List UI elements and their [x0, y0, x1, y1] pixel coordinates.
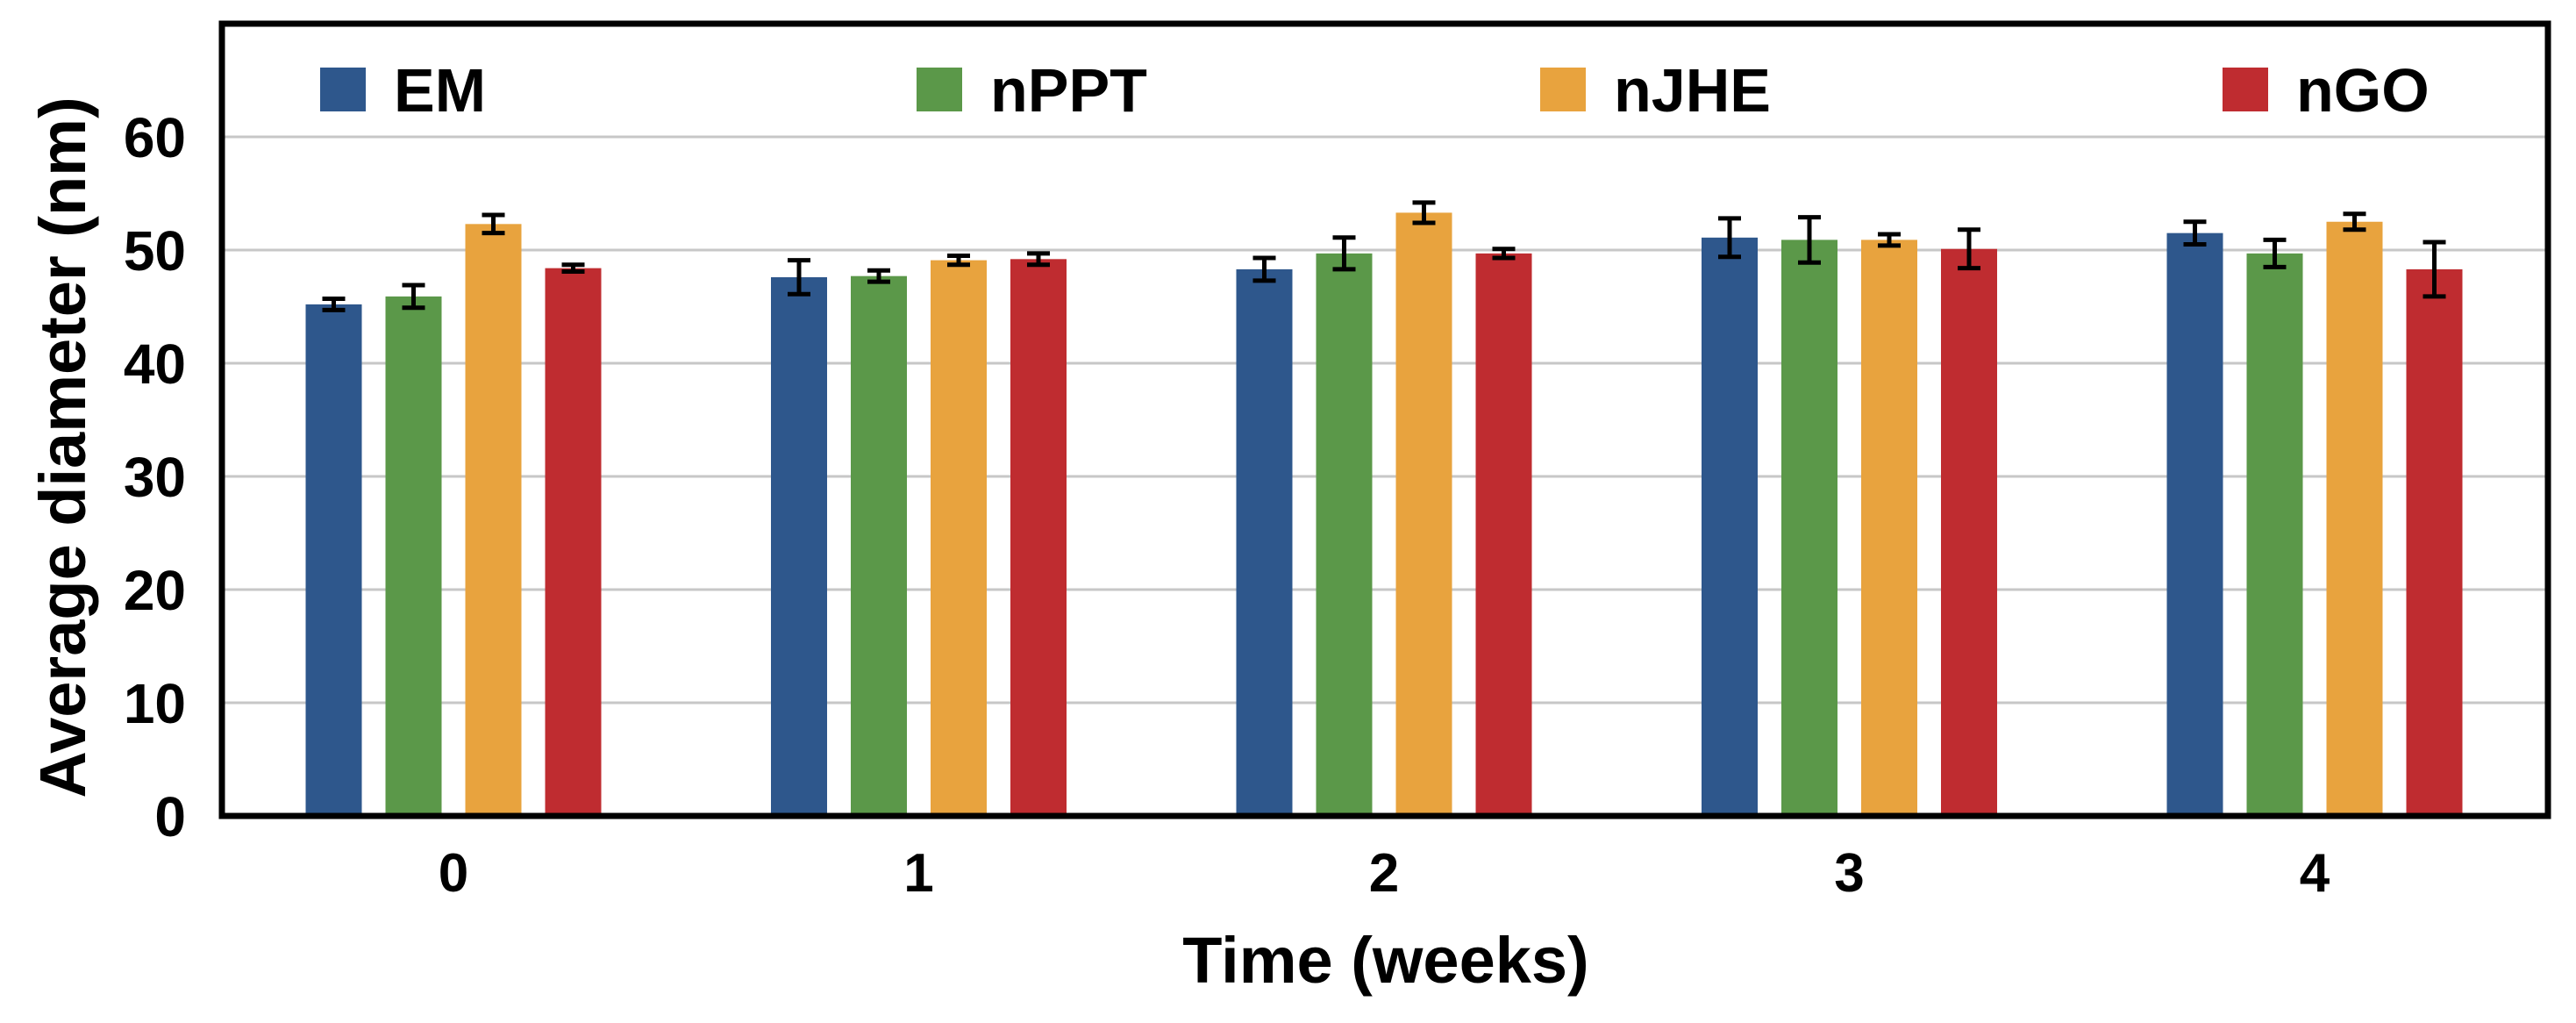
x-tick-label-1: 1: [903, 843, 933, 904]
x-tick-label-2: 2: [1369, 843, 1399, 904]
legend-swatch-EM: [320, 68, 366, 111]
x-axis-title: Time (weeks): [1182, 924, 1589, 997]
legend-label-EM: EM: [394, 56, 486, 125]
x-tick-label-0: 0: [439, 843, 468, 904]
y-axis-title: Average diameter (nm): [26, 97, 99, 798]
x-tick-label-4: 4: [2300, 843, 2330, 904]
bar-EM-week1: [771, 276, 827, 819]
legend-swatch-nGO: [2223, 68, 2268, 111]
y-tick-label-40: 40: [124, 333, 186, 396]
y-tick-label-0: 0: [154, 785, 186, 848]
legend-label-nGO: nGO: [2296, 56, 2430, 125]
bar-EM-week3: [1702, 237, 1758, 819]
bar-nJHE-week3: [1861, 240, 1917, 819]
y-tick-label-20: 20: [124, 559, 186, 622]
bar-nPPT-week3: [1781, 240, 1837, 819]
bar-nJHE-week2: [1395, 212, 1452, 819]
y-tick-label-10: 10: [124, 672, 186, 735]
y-tick-label-50: 50: [124, 219, 186, 283]
bar-EM-week4: [2166, 232, 2223, 819]
legend-label-nJHE: nJHE: [1614, 56, 1771, 125]
bar-nJHE-week0: [465, 224, 522, 819]
y-tick-label-60: 60: [124, 106, 186, 169]
bar-nGO-week1: [1010, 259, 1067, 819]
bar-nPPT-week1: [851, 275, 907, 819]
bar-nJHE-week4: [2326, 221, 2383, 819]
bar-nGO-week2: [1475, 253, 1532, 819]
x-tick-label-3: 3: [1834, 843, 1864, 904]
bar-nPPT-week4: [2246, 253, 2303, 819]
legend-swatch-nJHE: [1540, 68, 1586, 111]
bar-nGO-week4: [2406, 268, 2463, 819]
legend-swatch-nPPT: [917, 68, 962, 111]
bar-nGO-week0: [545, 268, 602, 819]
bar-EM-week2: [1236, 268, 1293, 819]
bar-nJHE-week1: [931, 260, 987, 819]
y-tick-label-30: 30: [124, 446, 186, 509]
legend-label-nPPT: nPPT: [990, 56, 1147, 125]
bar-nPPT-week2: [1316, 253, 1373, 819]
bar-nGO-week3: [1941, 248, 1997, 819]
plot-frame: [218, 20, 2551, 819]
bar-EM-week0: [305, 304, 362, 819]
bar-nPPT-week0: [385, 296, 442, 819]
